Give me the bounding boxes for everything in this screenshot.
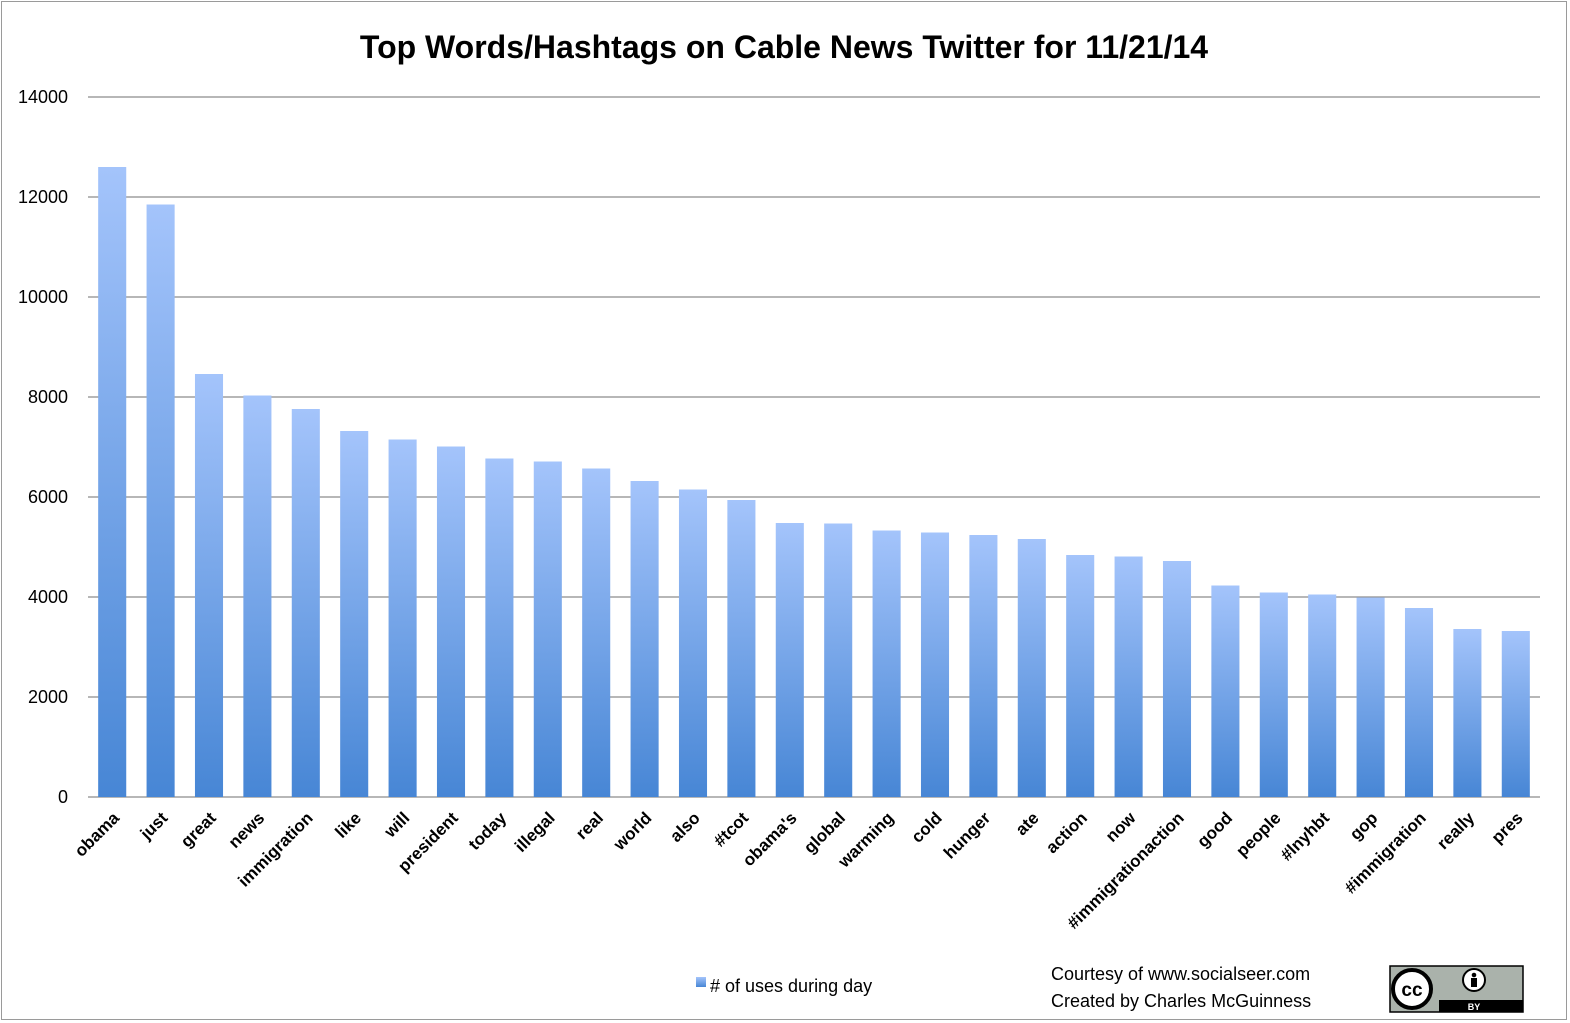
bar-like — [340, 431, 369, 797]
gridlines — [88, 96, 1540, 798]
bar-now — [1114, 556, 1143, 797]
x-tick-label: gop — [1346, 808, 1381, 843]
bar-also — [678, 489, 708, 797]
x-tick-label: illegal — [511, 808, 559, 856]
cc-badge-text: cc — [1401, 980, 1423, 1001]
bar-action — [1066, 555, 1095, 797]
bar-news — [243, 395, 272, 797]
bar-warming — [872, 530, 901, 797]
x-tick-label: world — [609, 808, 655, 854]
x-tick-label: like — [332, 808, 365, 841]
bar-hunger — [969, 535, 998, 797]
bar-tcot — [727, 500, 756, 797]
x-tick-label: cold — [908, 808, 946, 846]
bars — [98, 167, 1530, 797]
x-tick-label: ate — [1012, 808, 1043, 839]
x-tick-label: obama — [71, 808, 124, 861]
x-tick-label: #tcot — [710, 808, 752, 850]
x-tick-label: news — [225, 808, 269, 852]
legend: # of uses during day — [696, 976, 872, 996]
y-tick-label: 4000 — [28, 587, 68, 607]
y-tick-label: 8000 — [28, 387, 68, 407]
x-tick-label: obama's — [739, 808, 801, 870]
x-tick-label: also — [666, 808, 703, 845]
bar-immigration — [1404, 608, 1434, 797]
bar-just — [146, 204, 175, 797]
x-tick-label: #lnyhbt — [1277, 808, 1333, 864]
bar-immigration — [291, 409, 320, 797]
x-tick-label: will — [380, 808, 414, 842]
credit-line-2: Created by Charles McGuinness — [1051, 991, 1311, 1011]
y-tick-label: 0 — [58, 787, 68, 807]
bar-today — [485, 458, 514, 797]
x-tick-label: really — [1433, 808, 1478, 853]
legend-label: # of uses during day — [710, 976, 872, 996]
bar-pres — [1501, 631, 1530, 797]
x-tick-label: just — [136, 808, 172, 844]
x-tick-label: hunger — [940, 808, 994, 862]
x-tick-label: real — [572, 808, 607, 843]
bar-cold — [920, 532, 950, 797]
bar-real — [582, 468, 611, 797]
bar-obama — [98, 167, 127, 797]
y-tick-label: 6000 — [28, 487, 68, 507]
bar-obamas — [775, 523, 804, 797]
bar-immigrationaction — [1162, 561, 1192, 797]
y-axis-ticks: 0 2000 4000 6000 8000 10000 12000 14000 — [18, 87, 68, 807]
bar-world — [630, 481, 659, 797]
x-tick-label: today — [465, 808, 511, 854]
y-tick-label: 12000 — [18, 187, 68, 207]
credits: Courtesy of www.socialseer.com Created b… — [1051, 964, 1311, 1011]
bar-illegal — [533, 461, 562, 797]
x-tick-label: action — [1042, 808, 1091, 857]
x-tick-label: pres — [1488, 808, 1527, 847]
chart-title: Top Words/Hashtags on Cable News Twitter… — [360, 29, 1208, 65]
y-tick-label: 10000 — [18, 287, 68, 307]
x-tick-label: great — [177, 808, 220, 851]
bar-people — [1259, 592, 1288, 797]
legend-swatch — [696, 977, 706, 987]
cc-by-icon: cc BY — [1389, 965, 1524, 1013]
bar-great — [194, 374, 224, 797]
bar-ate — [1017, 539, 1046, 797]
bar-will — [388, 439, 417, 797]
by-badge-text: BY — [1468, 1002, 1481, 1012]
bar-lnyhbt — [1308, 594, 1337, 797]
credit-line-1: Courtesy of www.socialseer.com — [1051, 964, 1310, 984]
y-tick-label: 2000 — [28, 687, 68, 707]
bar-gop — [1356, 597, 1385, 797]
bar-president — [436, 446, 466, 797]
bar-global — [824, 523, 853, 797]
x-tick-label: people — [1232, 808, 1284, 860]
bar-good — [1211, 585, 1240, 797]
y-tick-label: 14000 — [18, 87, 68, 107]
x-tick-label: now — [1102, 808, 1140, 846]
x-tick-label: good — [1193, 808, 1236, 851]
bar-really — [1453, 629, 1482, 797]
